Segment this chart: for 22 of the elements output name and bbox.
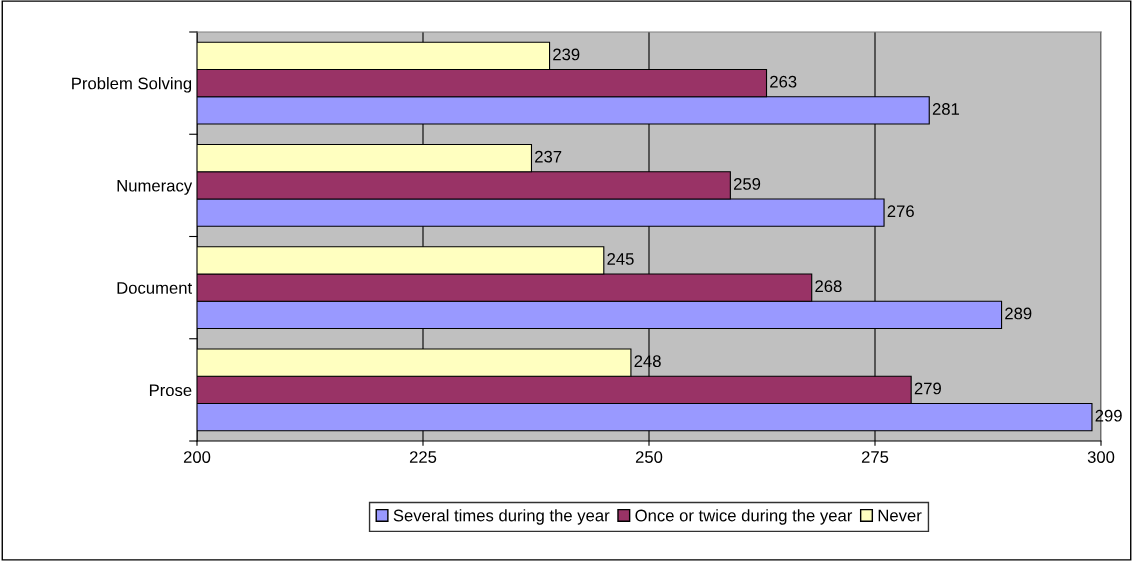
y-tick-label: Problem Solving bbox=[72, 77, 192, 93]
data-label: 239 bbox=[553, 48, 580, 61]
data-label: 276 bbox=[887, 205, 914, 218]
data-label: 281 bbox=[932, 103, 960, 115]
x-tick-label: 275 bbox=[861, 451, 889, 463]
legend-label: Once or twice during the year bbox=[635, 509, 853, 525]
x-tick-label: 300 bbox=[1087, 451, 1115, 463]
data-label: 237 bbox=[535, 150, 562, 163]
data-label: 259 bbox=[733, 178, 761, 190]
x-tick-label: 200 bbox=[183, 451, 211, 463]
data-label: 289 bbox=[1005, 307, 1032, 320]
legend-label: Several times during the year bbox=[393, 509, 610, 525]
data-label: 279 bbox=[914, 382, 941, 395]
x-tick-label: 225 bbox=[409, 451, 437, 463]
x-tick-label: 250 bbox=[635, 451, 663, 463]
y-tick-label: Prose bbox=[149, 384, 192, 397]
data-label: 268 bbox=[815, 280, 842, 293]
data-label: 263 bbox=[770, 75, 797, 88]
y-tick-label: Document bbox=[117, 282, 193, 294]
data-label: 245 bbox=[607, 253, 634, 265]
legend-label: Never bbox=[878, 509, 922, 522]
y-tick-label: Numeracy bbox=[117, 179, 193, 195]
